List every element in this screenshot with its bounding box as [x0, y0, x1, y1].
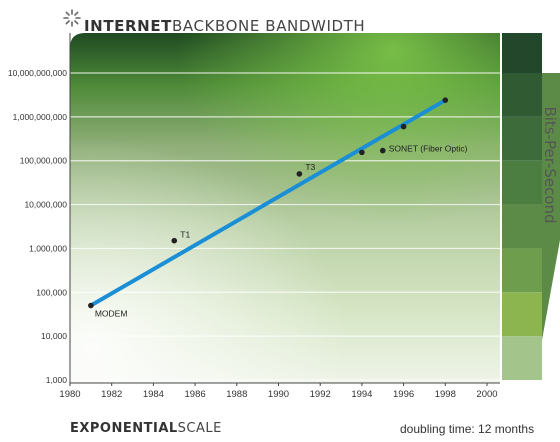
- x-tick-label: 1992: [310, 389, 331, 400]
- scale-caption-light: SCALE: [177, 421, 222, 436]
- scale-band: [502, 116, 542, 161]
- data-point: [359, 149, 365, 156]
- side-axis-label: Bits-Per-Second: [541, 106, 559, 223]
- x-tick-label: 1988: [226, 389, 247, 400]
- data-point: [400, 123, 407, 130]
- data-point: [171, 237, 178, 244]
- y-tick-label: 10,000,000: [24, 200, 67, 210]
- point-label: SONET (Fiber Optic): [389, 144, 468, 154]
- scale-band: [502, 336, 542, 380]
- point-label: T1: [180, 230, 190, 240]
- y-tick-label: 10,000,000,000: [8, 68, 67, 78]
- data-point: [296, 171, 303, 177]
- scale-band: [502, 73, 542, 117]
- y-tick-label: 1,000,000: [29, 243, 67, 253]
- x-tick-label: 1996: [393, 389, 414, 400]
- scale-band: [502, 160, 542, 205]
- scale-band: [502, 204, 542, 249]
- scale-caption: EXPONENTIALSCALE: [70, 421, 222, 436]
- scale-band: [502, 33, 542, 73]
- x-tick-label: 1980: [59, 389, 80, 400]
- x-tick-label: 1982: [101, 389, 122, 400]
- data-point: [442, 97, 449, 103]
- x-tick-label: 1986: [185, 389, 206, 400]
- y-tick-label: 10,000: [41, 331, 67, 341]
- scale-pointer: [542, 73, 560, 340]
- y-tick-label: 100,000: [36, 287, 67, 297]
- x-tick-label: 1990: [268, 389, 289, 400]
- y-tick-label: 100,000,000: [20, 156, 68, 166]
- title-bold-part: INTERNET: [84, 17, 172, 35]
- point-label: MODEM: [95, 308, 128, 318]
- y-tick-label: 1,000: [46, 375, 68, 385]
- doubling-time-note: doubling time: 12 months: [400, 422, 535, 436]
- scale-caption-bold: EXPONENTIAL: [70, 421, 178, 436]
- x-tick-label: 1998: [435, 389, 456, 400]
- y-tick-label: 1,000,000,000: [13, 112, 68, 122]
- x-tick-label: 1984: [143, 389, 164, 400]
- trend-line: [88, 98, 448, 308]
- scale-band: [502, 248, 542, 293]
- data-point: [379, 147, 386, 154]
- x-tick-label: 1994: [351, 389, 372, 400]
- x-tick-label: 2000: [476, 389, 497, 400]
- title-light-part: BACKBONE BANDWIDTH: [172, 17, 366, 35]
- asterisk-burst-icon: [63, 9, 81, 27]
- data-point: [88, 302, 94, 309]
- scale-band: [502, 292, 542, 337]
- point-label: T3: [305, 162, 315, 172]
- chart-title: INTERNETBACKBONE BANDWIDTH: [84, 17, 365, 35]
